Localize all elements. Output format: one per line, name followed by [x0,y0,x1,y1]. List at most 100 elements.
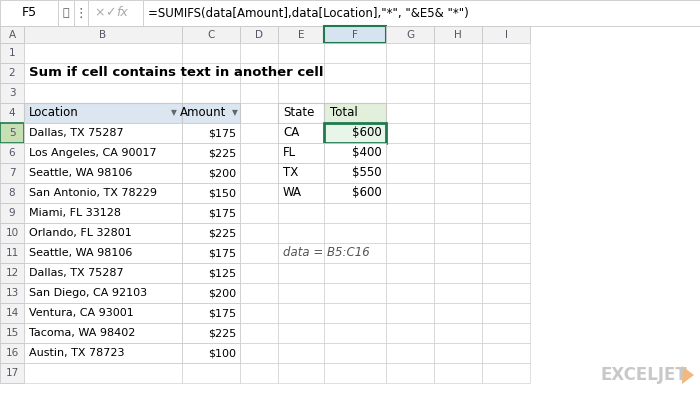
Bar [324,103,386,123]
Text: C: C [207,30,215,40]
Text: 7: 7 [8,168,15,178]
Bar [324,143,386,163]
Bar [278,283,324,303]
Bar [386,243,434,263]
Bar [182,263,240,283]
Text: TX: TX [283,166,298,180]
Bar [434,143,482,163]
Bar [324,183,386,203]
Text: H: H [454,30,462,40]
Bar [182,243,240,263]
Bar [24,183,182,203]
Bar [182,63,240,83]
Bar [278,363,324,383]
Text: 14: 14 [6,308,19,318]
Bar [240,363,278,383]
Bar [240,83,278,103]
Bar [386,83,434,103]
Bar [0,26,24,43]
Bar [278,26,324,43]
Bar [482,43,530,63]
Bar [182,303,240,323]
Bar [24,163,182,183]
Bar [182,183,240,203]
Bar [324,303,386,323]
Bar [434,203,482,223]
Bar [324,223,386,243]
Bar [482,183,530,203]
Bar [182,103,240,123]
Text: F: F [352,30,358,40]
Text: Sum if cell contains text in another cell: Sum if cell contains text in another cel… [29,66,323,80]
Bar [240,123,278,143]
Bar [240,183,278,203]
Bar [386,103,434,123]
Text: $200: $200 [208,288,236,298]
Text: 6: 6 [8,148,15,158]
Text: Dallas, TX 75287: Dallas, TX 75287 [29,268,124,278]
Bar [0,343,24,363]
Bar [434,163,482,183]
Bar [324,283,386,303]
Bar [240,63,278,83]
Bar [278,83,324,103]
Bar [434,123,482,143]
Bar [386,163,434,183]
Bar [482,103,530,123]
Bar [0,243,24,263]
Bar [324,163,386,183]
Text: F5: F5 [22,6,36,20]
Bar [324,263,386,283]
Text: $175: $175 [208,248,236,258]
Bar [434,43,482,63]
Polygon shape [682,366,694,384]
Bar [386,223,434,243]
Bar [324,323,386,343]
Bar [386,63,434,83]
Bar [24,143,182,163]
Text: Austin, TX 78723: Austin, TX 78723 [29,348,125,358]
Bar [24,123,182,143]
Bar [24,343,182,363]
Text: State: State [283,106,314,120]
Bar [482,163,530,183]
Bar [482,223,530,243]
Bar [0,283,24,303]
Bar [0,203,24,223]
Bar [0,103,24,123]
Text: D: D [255,30,263,40]
Text: 8: 8 [8,188,15,198]
Bar [434,343,482,363]
Bar [182,323,240,343]
Bar [182,203,240,223]
Text: San Diego, CA 92103: San Diego, CA 92103 [29,288,147,298]
Bar [324,243,386,263]
Bar [24,243,182,263]
Bar [482,123,530,143]
Bar [434,263,482,283]
Bar [386,143,434,163]
Text: 12: 12 [6,268,19,278]
Text: A: A [8,30,15,40]
Bar [182,163,240,183]
Bar [24,263,182,283]
Bar [24,26,182,43]
Text: I: I [505,30,508,40]
Bar [24,283,182,303]
Bar [24,303,182,323]
Bar [182,343,240,363]
Bar [182,243,240,263]
Bar [386,43,434,63]
Bar [324,143,386,163]
Bar [324,123,386,143]
Bar [278,143,324,163]
Bar [0,0,58,26]
Bar [0,223,24,243]
Bar [434,323,482,343]
Text: $400: $400 [352,146,382,160]
Bar [482,283,530,303]
Bar [24,43,182,63]
Bar [386,183,434,203]
Bar [143,0,700,26]
Bar [278,263,324,283]
